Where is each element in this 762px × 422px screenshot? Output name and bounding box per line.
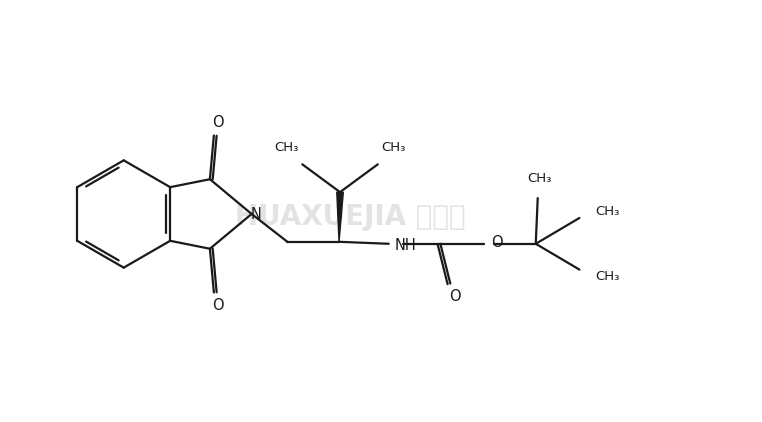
Text: O: O	[450, 289, 461, 304]
Text: CH₃: CH₃	[382, 141, 406, 154]
Text: CH₃: CH₃	[527, 172, 552, 185]
Polygon shape	[337, 192, 344, 242]
Text: CH₃: CH₃	[595, 270, 620, 283]
Text: O: O	[212, 115, 224, 130]
Text: O: O	[491, 235, 503, 250]
Text: CH₃: CH₃	[595, 205, 620, 217]
Text: CH₃: CH₃	[274, 141, 299, 154]
Text: N: N	[250, 208, 261, 222]
Text: HUAXUEJIA 化学加: HUAXUEJIA 化学加	[235, 203, 466, 231]
Text: NH: NH	[395, 238, 416, 253]
Text: O: O	[212, 298, 224, 313]
